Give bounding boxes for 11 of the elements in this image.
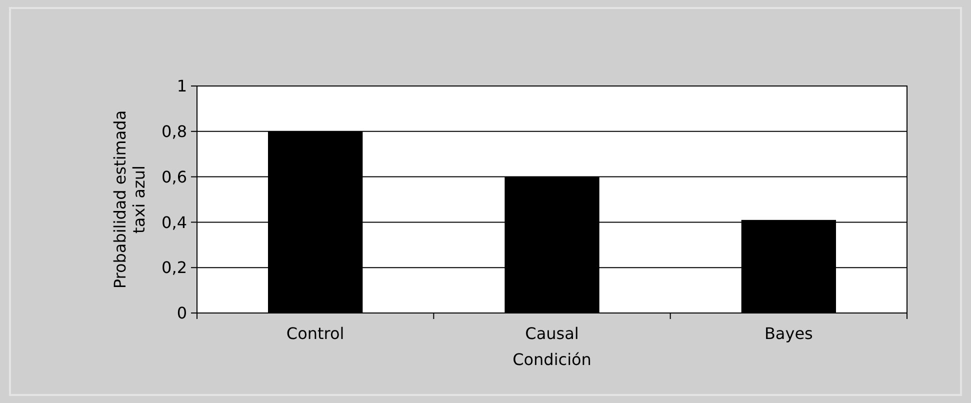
x-tick-label: Causal	[525, 324, 579, 343]
y-tick-label: 0,6	[162, 167, 187, 186]
x-axis-title: Condición	[512, 350, 592, 369]
y-tick-label: 1	[176, 76, 187, 96]
y-axis-title: Probabilidad estimada taxi azul	[110, 110, 149, 289]
x-tick-label: Bayes	[764, 324, 813, 343]
y-tick-label: 0,4	[162, 212, 187, 232]
y-tick-label: 0,8	[162, 122, 187, 141]
y-tick-label: 0	[176, 304, 187, 323]
x-tick-label: Control	[286, 324, 344, 343]
y-tick-label: 0,2	[162, 258, 187, 278]
